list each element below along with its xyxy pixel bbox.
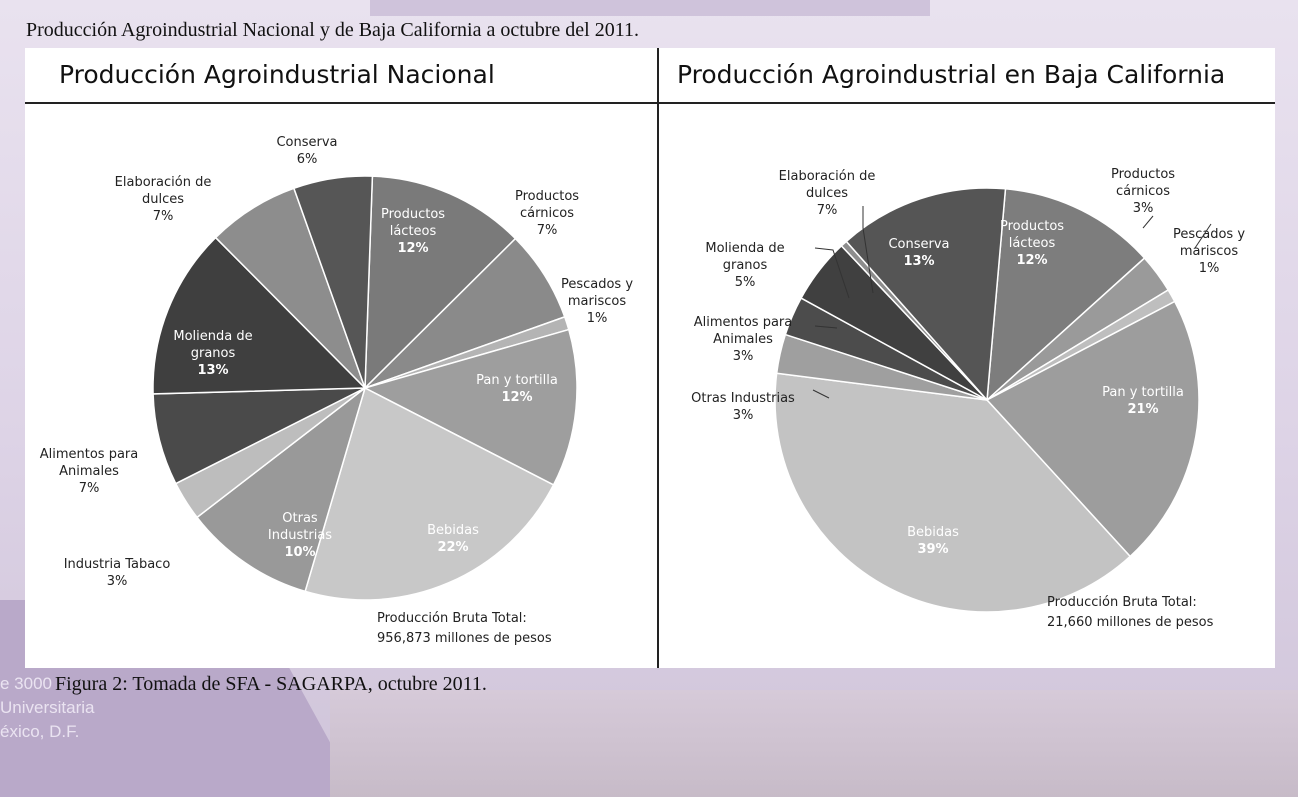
pie-slice-0-5 [195, 385, 367, 593]
slice-label-0-8: Molienda de granos 13% [173, 329, 252, 378]
slice-label-1-0: Productos lácteos 12% [1000, 219, 1064, 268]
national-chart-title: Producción Agroindustrial Nacional [59, 60, 495, 89]
bc-chart-title: Producción Agroindustrial en Baja Califo… [677, 60, 1226, 89]
leader-line-0 [814, 247, 850, 299]
slice-label-0-10: Conserva 6% [276, 135, 337, 167]
pie-slice-1-3 [985, 300, 1200, 558]
slice-label-1-9: Conserva 13% [888, 237, 949, 269]
slice-label-0-2: Pescados y mariscos 1% [561, 277, 633, 326]
leader-line-2 [1142, 215, 1154, 229]
slice-label-0-5: Otras Industrias 10% [268, 511, 332, 560]
chart-notes: Producción Bruta Total: 956,873 millones … [377, 595, 1214, 646]
slice-label-1-3: Pan y tortilla 21% [1102, 385, 1184, 417]
panel-divider [657, 48, 659, 668]
slice-label-1-8: Elaboración de dulces 7% [779, 169, 876, 218]
chart-panel: Producción Agroindustrial Nacional Produ… [25, 48, 1275, 668]
background-text-2: Universitaria [0, 698, 95, 717]
background-address: e 3000 Universitaria éxico, D.F. [0, 672, 94, 744]
figure-title: Producción Agroindustrial Nacional y de … [26, 19, 639, 41]
pie-slice-0-10 [292, 175, 374, 389]
figure-caption: Figura 2: Tomada de SFA - SAGARPA, octub… [55, 673, 487, 695]
slice-label-0-0: Productos lácteos 12% [381, 207, 445, 256]
pie-slice-0-8 [152, 236, 367, 395]
background-band [370, 0, 930, 16]
leader-line-1 [862, 206, 874, 294]
bc-pie [774, 187, 1200, 613]
slice-label-1-5: Otras Industrias 3% [691, 391, 795, 423]
pie-slice-1-4 [774, 372, 1132, 613]
pie-slice-0-0 [364, 175, 517, 390]
production-total-note-0: Producción Bruta Total: 956,873 millones … [377, 611, 552, 646]
slice-label-1-7: Molienda de granos 5% [705, 241, 784, 290]
slice-label-0-7: Alimentos para Animales 7% [40, 447, 139, 496]
pie-slice-1-9 [845, 187, 1007, 402]
background-bottom [330, 690, 1298, 797]
leader-line-4 [814, 325, 838, 329]
slice-label-1-2: Pescados y mariscos 1% [1173, 227, 1245, 276]
bc-pie-labels: Productos lácteos 12% Productos cárnicos 3% Pe… [691, 167, 1245, 557]
national-pie [152, 175, 578, 601]
slice-label-1-6: Alimentos para Animales 3% [694, 315, 793, 364]
background-text-3: éxico, D.F. [0, 722, 80, 741]
slice-label-0-1: Productos cárnicos 7% [515, 189, 579, 238]
background-text-1: e 3000 [0, 674, 52, 693]
right-title-rule [659, 102, 1275, 104]
slice-label-0-3: Pan y tortilla 12% [476, 373, 558, 405]
pie-slice-0-3 [362, 328, 578, 486]
slice-label-1-1: Productos cárnicos 3% [1111, 167, 1175, 216]
slice-label-0-4: Bebidas 22% [427, 523, 479, 555]
slice-label-0-6: Industria Tabaco 3% [64, 557, 171, 589]
national-pie-labels: Productos lácteos 12% Productos cárnicos 7% Pe… [40, 135, 634, 589]
left-title-rule [25, 102, 657, 104]
pie-slice-1-0 [986, 187, 1146, 402]
pie-charts: Productos lácteos 12% Productos cárnicos 7% Pe… [40, 135, 1246, 646]
production-total-note-1: Producción Bruta Total: 21,660 millones d… [1047, 595, 1214, 630]
slice-label-0-9: Elaboración de dulces 7% [115, 175, 212, 224]
pie-slice-0-4 [304, 386, 555, 601]
leader-line-5 [812, 389, 830, 399]
leader-line-3 [1194, 223, 1212, 249]
slice-label-1-4: Bebidas 39% [907, 525, 959, 557]
